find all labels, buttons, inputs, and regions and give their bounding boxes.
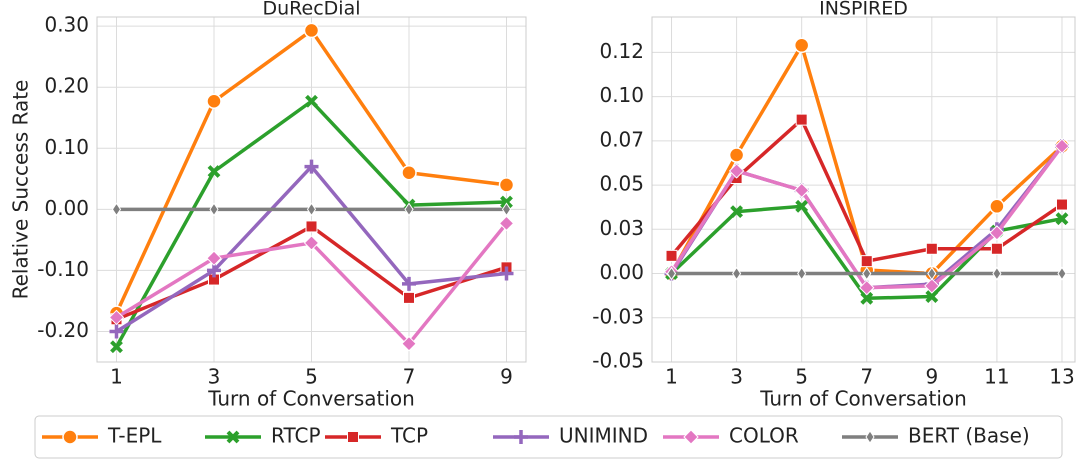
marker	[305, 220, 318, 233]
marker	[207, 165, 221, 178]
marker	[992, 266, 1002, 281]
x-tick-label: 3	[208, 365, 221, 389]
marker	[730, 205, 744, 219]
legend-label: T-EPL	[107, 424, 162, 448]
marker	[401, 164, 417, 181]
marker	[990, 242, 1003, 255]
marker	[499, 266, 514, 281]
marker	[305, 94, 318, 108]
marker	[498, 215, 515, 232]
marker	[500, 195, 513, 209]
y-tick-label: 0.00	[599, 260, 644, 284]
legend-label: TCP	[390, 424, 428, 448]
marker	[793, 182, 810, 199]
marker	[514, 430, 528, 444]
y-axis-label: Relative Success Rate	[9, 80, 33, 300]
marker	[110, 340, 123, 354]
y-tick-label: 0.10	[44, 135, 89, 159]
marker	[865, 430, 875, 444]
y-tick-label: 0.07	[599, 127, 644, 151]
marker	[206, 93, 222, 110]
marker	[1054, 138, 1070, 154]
marker	[728, 147, 745, 163]
marker	[927, 266, 937, 281]
x-axis-label: Turn of Conversation	[759, 387, 967, 411]
marker	[402, 276, 416, 291]
chart-title: DuRecDial	[263, 0, 361, 20]
x-tick-label: 9	[925, 365, 938, 389]
legend-label: COLOR	[729, 424, 799, 448]
legend-label: UNIMIND	[559, 424, 648, 448]
marker	[498, 177, 515, 193]
marker	[989, 225, 1005, 241]
x-axis-label: Turn of Conversation	[207, 387, 415, 411]
y-tick-label: 0.00	[44, 196, 89, 220]
marker	[683, 429, 699, 445]
marker	[108, 309, 125, 326]
legend-label: RTCP	[271, 424, 321, 448]
marker	[347, 431, 359, 443]
x-tick-label: 1	[665, 365, 678, 389]
marker	[401, 335, 417, 352]
marker	[860, 291, 874, 305]
marker	[1055, 198, 1068, 211]
x-tick-label: 13	[1049, 365, 1074, 389]
legend-label: BERT (Base)	[908, 424, 1030, 448]
marker	[404, 202, 414, 217]
x-tick-label: 9	[500, 365, 513, 389]
marker	[1057, 266, 1067, 281]
marker	[206, 250, 222, 266]
y-tick-label: 0.30	[44, 13, 89, 37]
marker	[925, 242, 938, 255]
marker	[731, 266, 742, 281]
marker	[403, 291, 415, 304]
chart-title: INSPIRED	[819, 0, 908, 20]
marker	[306, 202, 317, 217]
marker	[665, 249, 678, 262]
y-tick-label: 0.03	[599, 216, 644, 240]
marker	[793, 37, 810, 54]
x-tick-label: 5	[795, 365, 808, 389]
marker	[501, 202, 512, 217]
y-tick-label: -0.10	[37, 257, 89, 281]
marker	[797, 266, 807, 281]
y-tick-label: -0.03	[592, 304, 644, 328]
plot-frame	[96, 16, 527, 363]
marker	[666, 266, 677, 281]
y-tick-label: 0.05	[599, 172, 644, 196]
marker	[62, 429, 78, 445]
marker	[795, 113, 808, 126]
plot-frame	[651, 16, 1076, 363]
marker	[860, 255, 873, 268]
marker	[303, 235, 320, 251]
y-tick-label: 0.20	[44, 74, 89, 98]
y-tick-label: 0.12	[599, 39, 644, 63]
x-tick-label: 7	[860, 365, 873, 389]
marker	[209, 202, 219, 217]
marker	[859, 279, 875, 296]
marker	[728, 163, 745, 179]
marker	[1055, 212, 1069, 226]
x-tick-label: 1	[110, 365, 123, 389]
y-tick-label: -0.20	[37, 318, 89, 342]
marker	[989, 198, 1005, 215]
y-tick-label: 0.10	[599, 83, 644, 107]
x-tick-label: 3	[730, 365, 743, 389]
marker	[111, 202, 122, 217]
x-tick-label: 11	[984, 365, 1009, 389]
marker	[795, 199, 809, 213]
marker	[862, 266, 872, 281]
marker	[109, 324, 124, 339]
marker	[924, 278, 940, 294]
marker	[226, 430, 240, 444]
y-tick-label: -0.05	[592, 349, 644, 373]
marker	[304, 159, 319, 174]
x-tick-label: 5	[305, 365, 318, 389]
x-tick-label: 7	[403, 365, 416, 389]
marker	[925, 290, 939, 303]
marker	[303, 22, 320, 39]
